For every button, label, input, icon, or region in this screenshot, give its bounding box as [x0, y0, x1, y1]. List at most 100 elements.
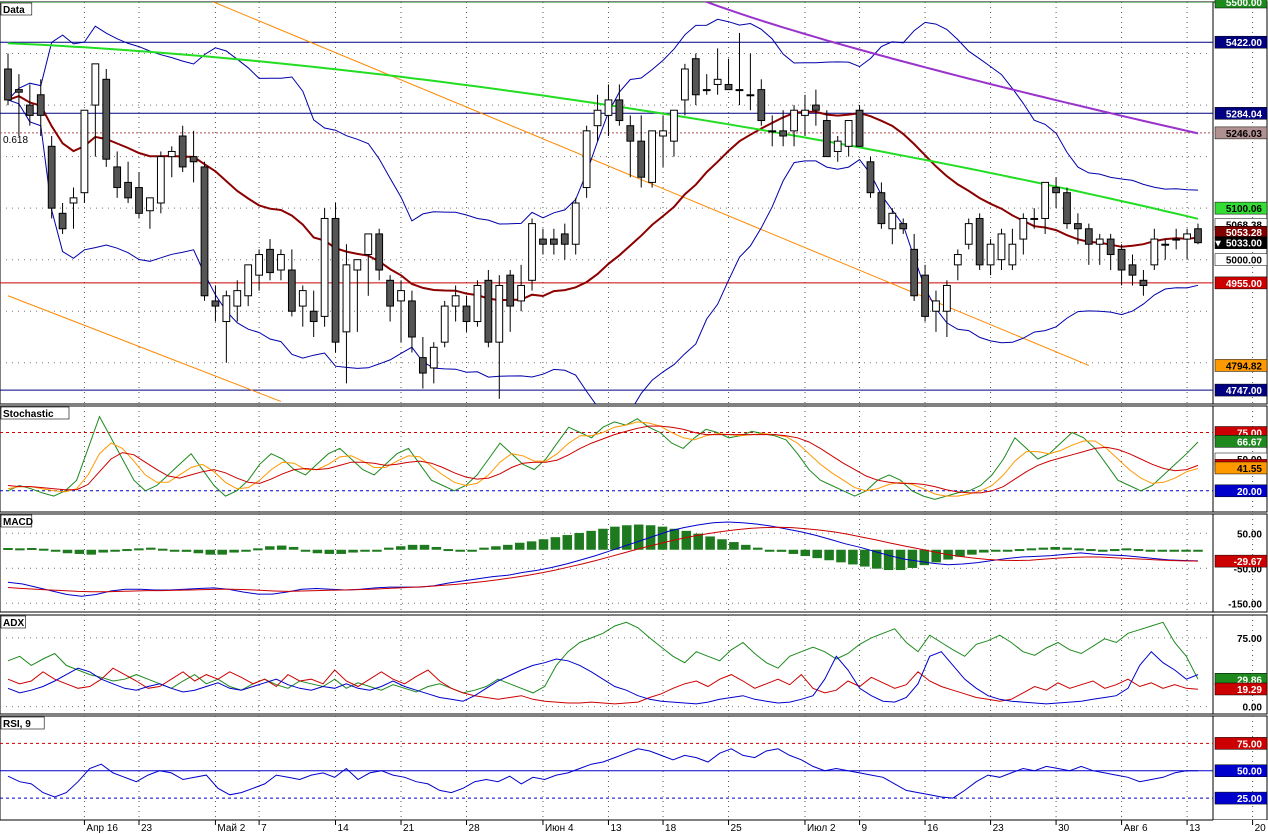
- macd-histogram-bar: [955, 549, 965, 557]
- candle-body: [58, 212, 67, 230]
- candle-body: [331, 217, 340, 343]
- macd-histogram-bar: [800, 549, 811, 557]
- candle-body: [69, 197, 78, 204]
- macd-histogram-bar: [348, 549, 358, 553]
- candle-body: [266, 248, 274, 274]
- macd-histogram-bar: [443, 549, 454, 552]
- x-tick-label: 25: [731, 823, 743, 834]
- macd-histogram-bar: [467, 549, 477, 552]
- axis-tick-label: -50.00: [1234, 564, 1263, 575]
- macd-histogram-bar: [50, 549, 61, 552]
- macd-histogram-bar: [372, 549, 382, 552]
- macd-histogram-bar: [157, 548, 168, 551]
- price-tag-bg: [1214, 201, 1268, 215]
- indicator-series-line: [7, 526, 1199, 593]
- indicator-plot-1: [0, 415, 1213, 500]
- indicator-series-line: [7, 415, 1199, 500]
- candle-body: [1063, 192, 1071, 225]
- candle-body: [1074, 223, 1082, 230]
- price-value-tag: 4747.00: [1214, 383, 1268, 397]
- candle-body: [812, 104, 820, 111]
- macd-histogram-bar: [1098, 549, 1108, 552]
- macd-histogram-bar: [1026, 548, 1037, 551]
- macd-histogram-bar: [633, 524, 644, 550]
- candle-body: [757, 89, 766, 122]
- x-tick-label: 30: [1058, 823, 1070, 834]
- price-tag-label: 5500.00: [1226, 0, 1263, 9]
- price-value-tag: ▼ 5033.00: [1213, 236, 1268, 250]
- candle-body: [910, 248, 919, 297]
- candle-body: [986, 243, 995, 266]
- price-tag-label: 5053.28: [1226, 228, 1263, 239]
- indicator-series-line: [7, 425, 1199, 494]
- macd-histogram-bar: [669, 528, 680, 550]
- panel-title-4: RSI, 9: [3, 719, 31, 730]
- macd-histogram-bar: [741, 544, 751, 550]
- sma-mid-line: [7, 42, 1199, 220]
- macd-histogram-bar: [776, 549, 787, 552]
- macd-histogram-bar: [312, 549, 323, 554]
- price-tag-bg: [1214, 359, 1268, 372]
- macd-histogram-bar: [836, 549, 846, 563]
- macd-histogram-bar: [931, 549, 941, 563]
- axis-tick-label: 0.00: [1243, 703, 1263, 714]
- x-tick-label: 13: [610, 823, 622, 834]
- indicator-1-value-tag: 41.55: [1214, 461, 1268, 475]
- candle-body: [953, 254, 962, 266]
- x-tick-label: 7: [261, 823, 267, 834]
- x-tick-label: 23: [993, 823, 1005, 834]
- candle-body: [822, 120, 831, 158]
- macd-histogram-bar: [1157, 549, 1168, 552]
- macd-histogram-bar: [788, 549, 799, 554]
- indicator-3-tag-label: 29.86: [1237, 675, 1262, 686]
- price-tag-label: 4955.00: [1226, 279, 1263, 290]
- macd-histogram-bar: [395, 546, 406, 550]
- candle-body: [353, 259, 362, 271]
- macd-histogram-bar: [324, 549, 335, 554]
- macd-histogram-bar: [1074, 548, 1084, 551]
- candle-body: [47, 145, 56, 209]
- macd-histogram-bar: [622, 525, 632, 550]
- macd-histogram-bar: [538, 539, 549, 550]
- candle-body: [702, 89, 711, 92]
- candle-body: [1008, 243, 1017, 266]
- trend-line-1: [7, 295, 282, 402]
- macd-histogram-bar: [871, 549, 882, 569]
- x-tick-label: Июл 2: [807, 823, 836, 834]
- macd-histogram-bar: [300, 549, 311, 552]
- panel-title-box-1: [0, 406, 70, 420]
- macd-histogram-bar: [479, 547, 489, 550]
- macd-histogram-bar: [15, 548, 25, 551]
- indicator-4-tag-label: 50.00: [1237, 767, 1262, 778]
- indicator-1-tag-label: 75.00: [1237, 429, 1262, 440]
- indicator-3-tag-label: 19.29: [1237, 685, 1262, 696]
- indicator-1-tag-label: 20.00: [1237, 487, 1262, 498]
- macd-histogram-bar: [967, 549, 977, 555]
- macd-histogram-bar: [1002, 549, 1013, 552]
- candle-body: [277, 254, 285, 271]
- candle-body: [801, 109, 809, 116]
- candle-body: [429, 346, 438, 369]
- candle-body: [549, 238, 558, 245]
- macd-histogram-bar: [1014, 549, 1025, 552]
- macd-histogram-bar: [574, 532, 584, 550]
- candle-body: [888, 212, 897, 230]
- macd-histogram-bar: [812, 549, 822, 559]
- candle-body: [1117, 248, 1126, 271]
- candle-body: [539, 238, 547, 245]
- macd-histogram-bar: [895, 549, 906, 571]
- macd-histogram-bar: [122, 549, 132, 552]
- macd-histogram-bar: [146, 547, 156, 550]
- candle-body: [899, 223, 908, 230]
- macd-histogram-bar: [979, 549, 989, 553]
- candle-body: [768, 130, 777, 133]
- price-value-tag: 5000.00: [1214, 253, 1268, 267]
- macd-histogram-bar: [193, 549, 204, 554]
- candle-body: [189, 156, 198, 163]
- macd-histogram-bar: [657, 526, 668, 550]
- indicator-4-tag-bg: [1214, 737, 1268, 750]
- candle-body: [15, 89, 23, 93]
- macd-histogram-bar: [276, 545, 287, 550]
- candle-body: [571, 202, 580, 245]
- price-tag-label: 4747.00: [1226, 386, 1263, 397]
